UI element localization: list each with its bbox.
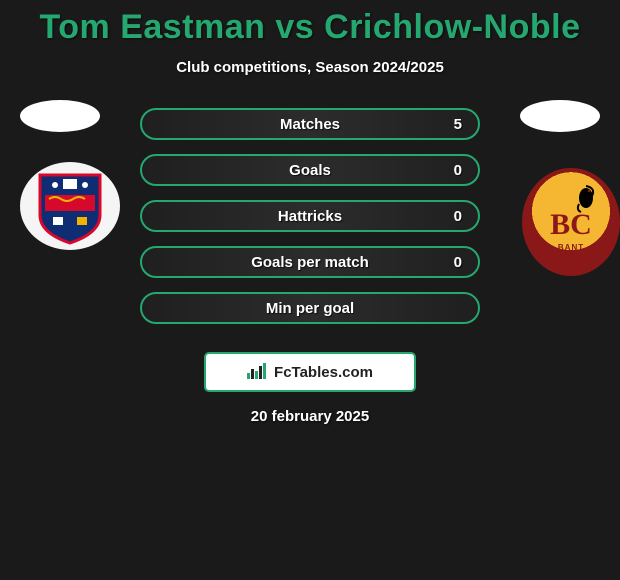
stat-matches-right: 5	[454, 116, 462, 133]
club-badge-right: BC BANT	[522, 168, 620, 276]
stats-column: Matches 5 Goals 0 Hattricks 0 Goals per …	[140, 108, 480, 338]
stat-hattricks-right: 0	[454, 208, 462, 225]
stat-row-mpg: Min per goal	[140, 292, 480, 324]
svg-text:BC: BC	[550, 208, 592, 241]
svg-text:BANT: BANT	[558, 243, 584, 252]
fctables-logo: FcTables.com	[204, 352, 416, 392]
stat-row-goals: Goals 0	[140, 154, 480, 186]
stat-gpm-label: Goals per match	[251, 254, 369, 271]
date-label: 20 february 2025	[0, 408, 620, 425]
flag-right	[520, 100, 600, 132]
stat-gpm-right: 0	[454, 254, 462, 271]
stat-row-gpm: Goals per match 0	[140, 246, 480, 278]
club-badge-left	[20, 162, 120, 250]
fctables-logo-text: FcTables.com	[247, 363, 373, 381]
bar-chart-icon	[247, 363, 269, 381]
stat-hattricks-label: Hattricks	[278, 208, 342, 225]
bradford-city-icon: BC BANT	[526, 172, 616, 272]
page-title: Tom Eastman vs Crichlow-Noble	[0, 0, 620, 47]
flag-left	[20, 100, 100, 132]
fctables-label: FcTables.com	[274, 364, 373, 381]
stat-matches-label: Matches	[280, 116, 340, 133]
aldershot-shield-icon	[35, 167, 105, 245]
subtitle: Club competitions, Season 2024/2025	[0, 59, 620, 76]
stat-goals-label: Goals	[289, 162, 331, 179]
comparison-panel: BC BANT Matches 5 Goals 0 Hattricks 0	[0, 104, 620, 364]
stat-goals-right: 0	[454, 162, 462, 179]
stat-row-matches: Matches 5	[140, 108, 480, 140]
stat-mpg-label: Min per goal	[266, 300, 354, 317]
stat-row-hattricks: Hattricks 0	[140, 200, 480, 232]
